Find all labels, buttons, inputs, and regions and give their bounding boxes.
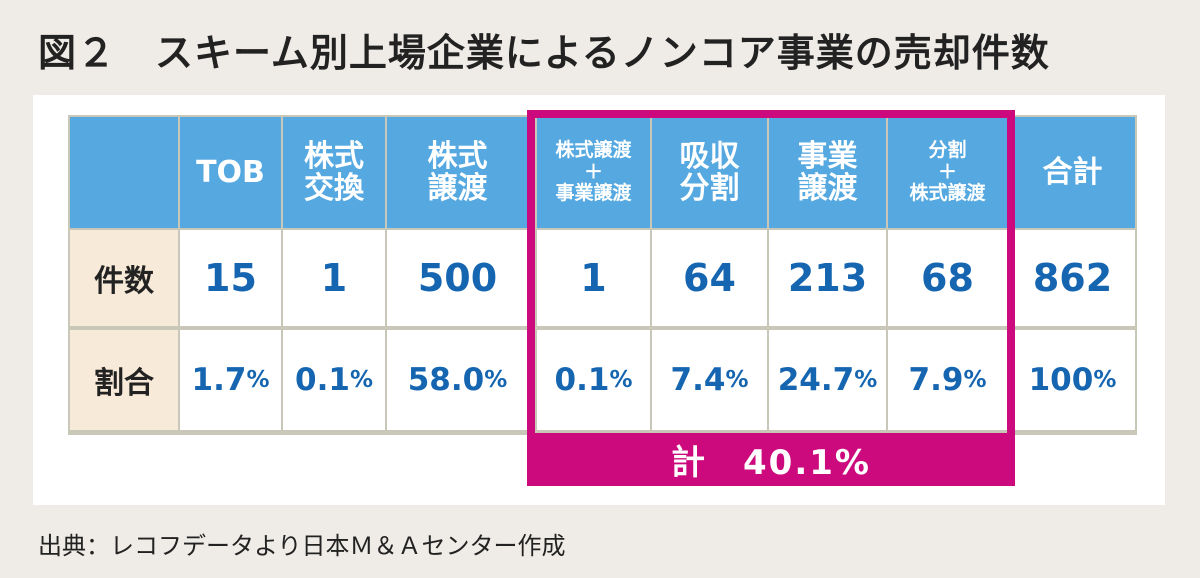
table-cell: 0.1% [537,330,650,430]
cell-unit: % [484,367,508,393]
table-cell: 100% [1010,330,1135,430]
cell-value: 24.7 [777,362,855,398]
table-cell: 64 [652,230,767,326]
cell-value: 0.1 [554,362,610,398]
cell-unit: % [963,367,987,393]
table-cell: 15 [180,230,281,326]
column-header: TOB [180,117,281,228]
data-table: TOB 株式 交換 株式 譲渡 株式譲渡 ＋ 事業譲渡 吸収 分割 事業 譲渡 分割 ＋ 株… [68,115,1137,435]
cell-value: 100 [1028,362,1094,398]
column-header: 事業 譲渡 [769,117,886,228]
cell-unit: % [725,367,749,393]
cell-unit: % [349,367,373,393]
table-cell: 213 [769,230,886,326]
table-cell: 1 [283,230,385,326]
cell-unit: % [1093,367,1117,393]
cell-unit: % [854,367,878,393]
cell-value: 1.7 [191,362,247,398]
figure-title: 図２ スキーム別上場企業によるノンコア事業の売却件数 [38,31,1050,75]
column-header: 吸収 分割 [652,117,767,228]
table-cell: 0.1% [283,330,385,430]
table-cell: 7.9% [888,330,1007,430]
cell-value: 7.4 [670,362,726,398]
row-header: 件数 [70,230,178,326]
column-header: 株式譲渡 ＋ 事業譲渡 [537,117,650,228]
table-cell: 7.4% [652,330,767,430]
column-header [70,117,178,228]
column-header: 分割 ＋ 株式譲渡 [888,117,1007,228]
cell-unit: % [609,367,633,393]
cell-value: 0.1 [295,362,350,398]
table-cell: 862 [1010,230,1135,326]
source-note: 出典：レコフデータより日本Ｍ＆Ａセンター作成 [38,532,566,560]
cell-value: 58.0 [407,362,485,398]
column-header: 合計 [1010,117,1135,228]
table-cell: 1.7% [180,330,281,430]
column-header: 株式 譲渡 [387,117,528,228]
table-cell: 1 [537,230,650,326]
highlight-box [527,110,1015,486]
table-cell: 68 [888,230,1007,326]
table-cell: 500 [387,230,528,326]
cell-unit: % [246,367,270,393]
row-header: 割合 [70,330,178,430]
highlight-total: 計 40.1% [527,433,1015,486]
column-header: 株式 交換 [283,117,385,228]
table-cell: 58.0% [387,330,528,430]
cell-value: 7.9 [908,362,964,398]
table-cell: 24.7% [769,330,886,430]
